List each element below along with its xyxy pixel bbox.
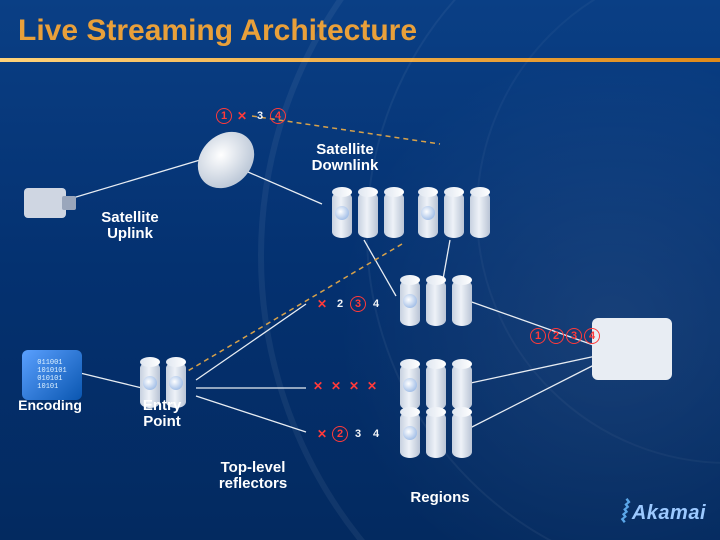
- downlink-servers: [332, 192, 404, 238]
- logo-text: Akamai: [632, 502, 706, 525]
- label-top-reflectors: Top-levelreflectors: [198, 460, 308, 492]
- channel-badge: 2: [548, 328, 564, 344]
- channel-badge: 3: [252, 108, 268, 124]
- channel-badge: ✕: [310, 378, 326, 394]
- label-satellite-uplink: SatelliteUplink: [90, 210, 170, 242]
- channel-badge: 3: [566, 328, 582, 344]
- channel-badge: ✕: [364, 378, 380, 394]
- label-entry-point: EntryPoint: [132, 398, 192, 430]
- downlink-servers: [418, 192, 490, 238]
- reflector-servers: [400, 364, 472, 410]
- channel-badge: 4: [584, 328, 600, 344]
- channel-group: 1234: [530, 328, 600, 344]
- label-regions: Regions: [400, 490, 480, 506]
- logo-wave-icon: ⦚: [620, 496, 626, 530]
- label-encoding: Encoding: [14, 398, 86, 413]
- channel-badge: 1: [216, 108, 232, 124]
- channel-badge: ✕: [234, 108, 250, 124]
- slide-title: Live Streaming Architecture: [0, 0, 720, 54]
- channel-group: ✕234: [314, 296, 384, 312]
- channel-badge: ✕: [328, 378, 344, 394]
- channel-badge: 1: [530, 328, 546, 344]
- channel-badge: 2: [332, 426, 348, 442]
- channel-badge: 3: [350, 426, 366, 442]
- reflector-servers: [400, 280, 472, 326]
- slide-root: Live Streaming Architecture 011001101010…: [0, 0, 720, 540]
- satellite-dish-icon: [195, 129, 257, 191]
- reflector-servers: [400, 412, 472, 458]
- channel-badge: ✕: [346, 378, 362, 394]
- label-satellite-downlink: SatelliteDownlink: [300, 142, 390, 174]
- channel-group: ✕234: [314, 426, 384, 442]
- channel-badge: 2: [332, 296, 348, 312]
- channel-badge: 4: [270, 108, 286, 124]
- channel-badge: 3: [350, 296, 366, 312]
- channel-badge: ✕: [314, 426, 330, 442]
- channel-group: 1✕34: [216, 108, 286, 124]
- end-user-icon: [592, 318, 672, 380]
- channel-group: ✕✕✕✕: [310, 378, 380, 394]
- channel-badge: ✕: [314, 296, 330, 312]
- channel-badge: 4: [368, 296, 384, 312]
- channel-badge: 4: [368, 426, 384, 442]
- encoding-chip-icon: 011001101010101010110101: [22, 350, 82, 400]
- camera-icon: [24, 188, 66, 218]
- akamai-logo: ⦚ Akamai: [620, 496, 706, 530]
